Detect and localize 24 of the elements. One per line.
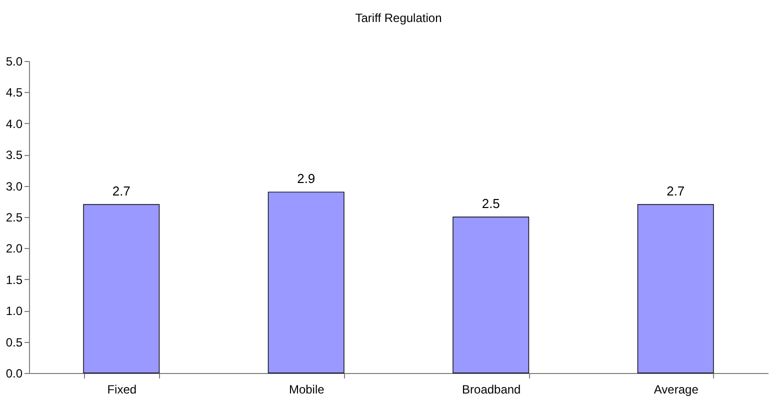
bar [452,216,530,374]
data-label: 2.7 [112,184,130,199]
x-tick-label: Broadband [462,382,521,396]
bar [83,204,160,374]
data-label: 2.7 [666,184,685,199]
x-tick-label: Mobile [288,382,325,396]
y-tick-label: 0.5 [6,335,23,350]
y-tick-label: 2.5 [6,210,23,224]
y-tick-label: 4.5 [6,86,23,100]
y-tick-label: 2.0 [6,242,23,256]
y-tick-label: 3.0 [6,179,23,194]
y-tick-label: 1.0 [6,304,23,318]
y-tick-label: 1.5 [6,272,23,287]
y-tick-label: 5.0 [6,54,23,68]
bar [637,204,714,374]
y-tick-label: 4.0 [6,116,23,131]
chart-title: Tariff Regulation [355,11,442,25]
x-tick-label: Fixed [107,382,137,396]
x-tick-label: Average [654,382,699,396]
y-tick-label: 3.5 [6,148,23,162]
data-label: 2.5 [482,196,500,211]
bar [268,192,344,374]
y-tick-label: 0.0 [6,366,23,380]
data-label: 2.9 [297,171,316,186]
